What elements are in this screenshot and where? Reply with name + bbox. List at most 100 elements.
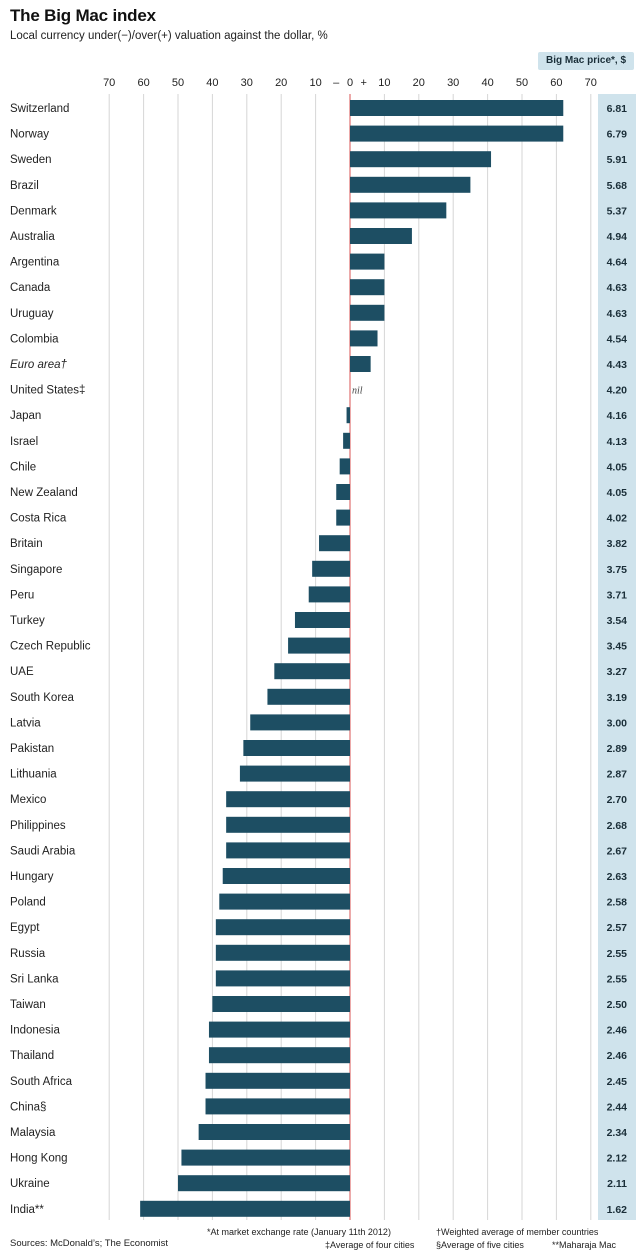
country-label-indonesia: Indonesia	[10, 1025, 60, 1037]
bar-thailand	[208, 1047, 350, 1064]
x-tick-label: 60	[137, 77, 149, 89]
country-label-pakistan: Pakistan	[10, 743, 54, 755]
price-sweden: 5.91	[607, 154, 628, 166]
price-taiwan: 2.50	[607, 999, 628, 1011]
bar-indonesia	[208, 1021, 350, 1038]
bar-hungary	[222, 868, 350, 884]
country-label-argentina: Argentina	[10, 257, 60, 269]
price-uruguay: 4.63	[607, 308, 628, 320]
price-brazil: 5.68	[607, 180, 628, 192]
price-hong-kong: 2.12	[607, 1153, 628, 1165]
x-tick-label: 40	[206, 77, 218, 89]
bar-hong-kong	[181, 1149, 350, 1166]
country-label-japan: Japan	[10, 410, 41, 422]
x-tick-label: 20	[275, 77, 287, 89]
country-labels: Switzerland Norway Sweden Brazil Denmark Aust…	[10, 103, 91, 1216]
price-united-states: 4.20	[607, 385, 628, 397]
price-singapore: 3.75	[607, 564, 628, 576]
bar-sri-lanka	[215, 970, 350, 987]
bar-peru	[308, 586, 350, 603]
country-label-switzerland: Switzerland	[10, 103, 69, 115]
bar-euro-area	[350, 356, 371, 372]
price-norway: 6.79	[607, 129, 628, 141]
price-peru: 3.71	[607, 589, 628, 601]
country-label-colombia: Colombia	[10, 333, 59, 345]
country-label-taiwan: Taiwan	[10, 999, 46, 1011]
x-tick-label: 70	[103, 77, 115, 89]
bar-brazil	[350, 176, 471, 193]
country-label-australia: Australia	[10, 231, 55, 243]
x-tick-label: 70	[585, 77, 597, 89]
bar-pakistan	[243, 740, 350, 756]
price-indonesia: 2.46	[607, 1025, 628, 1037]
x-tick-label: 20	[413, 77, 425, 89]
country-label-sweden: Sweden	[10, 154, 52, 166]
price-column-header: Big Mac price*, $	[538, 52, 634, 70]
bar-israel	[343, 432, 350, 449]
bar-sweden	[350, 151, 492, 168]
country-label-czech-republic: Czech Republic	[10, 641, 91, 653]
bar-argentina	[350, 253, 385, 270]
bar-malaysia	[198, 1124, 350, 1140]
price-south-africa: 2.45	[607, 1076, 628, 1088]
chart-title: The Big Mac index	[10, 6, 156, 25]
price-lithuania: 2.87	[607, 769, 628, 781]
price-hungary: 2.63	[607, 871, 628, 883]
price-turkey: 3.54	[607, 615, 628, 627]
country-label-china: China§	[10, 1101, 46, 1113]
price-australia: 4.94	[607, 231, 628, 243]
price-china: 2.44	[607, 1101, 628, 1113]
bar-turkey	[294, 612, 350, 628]
price-egypt: 2.57	[607, 922, 628, 934]
bar-singapore	[312, 560, 350, 577]
price-pakistan: 2.89	[607, 743, 628, 755]
bar-canada	[350, 279, 385, 296]
footnote-five-cities: §Average of five cities	[436, 1240, 524, 1250]
price-column	[598, 94, 636, 1220]
bar-chile	[339, 458, 350, 475]
country-label-euro-area: Euro area†	[10, 359, 68, 371]
price-new-zealand: 4.05	[607, 487, 628, 499]
price-uae: 3.27	[607, 666, 628, 678]
x-tick-label: 50	[172, 77, 184, 89]
footnote-four-cities: ‡Average of four cities	[325, 1240, 415, 1250]
bar-mexico	[226, 791, 350, 808]
country-label-chile: Chile	[10, 461, 36, 473]
bar-egypt	[215, 919, 350, 936]
price-malaysia: 2.34	[607, 1127, 628, 1139]
price-sri-lanka: 2.55	[607, 973, 628, 985]
price-argentina: 4.64	[607, 257, 628, 269]
price-euro-area: 4.43	[607, 359, 628, 371]
bar-uruguay	[350, 304, 385, 321]
country-label-israel: Israel	[10, 436, 38, 448]
x-tick-label: 40	[481, 77, 493, 89]
x-tick-label: 30	[241, 77, 253, 89]
bar-lithuania	[239, 765, 350, 782]
country-label-singapore: Singapore	[10, 564, 62, 576]
bar-india	[140, 1200, 350, 1217]
price-switzerland: 6.81	[607, 103, 628, 115]
x-tick-label: 10	[309, 77, 321, 89]
x-axis-ticks: 70 60 50 40 30 20 10–0 +10 20 30 40 50 60 70	[103, 77, 597, 89]
bar-south-africa	[205, 1072, 350, 1089]
bar-australia	[350, 228, 412, 244]
country-label-thailand: Thailand	[10, 1050, 54, 1062]
bar-chart: 70 60 50 40 30 20 10–0 +10 20 30 40 50 60 70 nil Swit…	[10, 77, 636, 1220]
price-colombia: 4.54	[607, 333, 628, 345]
x-tick-label: 10	[378, 77, 390, 89]
country-label-sri-lanka: Sri Lanka	[10, 973, 59, 985]
country-label-new-zealand: New Zealand	[10, 487, 78, 499]
price-ukraine: 2.11	[607, 1178, 627, 1190]
x-tick-label: 50	[516, 77, 528, 89]
bar-costa-rica	[336, 509, 350, 526]
price-poland: 2.58	[607, 897, 628, 909]
bar-new-zealand	[336, 484, 350, 500]
footnote-maharaja-mac: **Maharaja Mac	[552, 1240, 617, 1250]
price-britain: 3.82	[607, 538, 628, 550]
price-philippines: 2.68	[607, 820, 628, 832]
price-denmark: 5.37	[607, 205, 628, 217]
country-label-peru: Peru	[10, 589, 34, 601]
x-tick-label: –	[333, 77, 340, 89]
bar-britain	[319, 535, 350, 552]
country-label-egypt: Egypt	[10, 922, 40, 934]
